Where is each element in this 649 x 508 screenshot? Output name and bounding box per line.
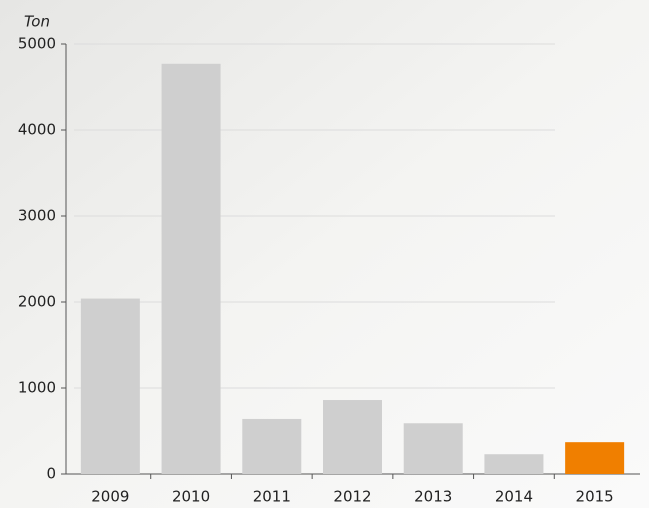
bar [565,442,625,474]
y-tick-label: 5000 [18,35,56,53]
x-tick-label: 2013 [414,488,452,506]
bar [323,400,382,474]
x-tick-label: 2014 [495,488,533,506]
x-tick-label: 2009 [91,488,129,506]
x-tick-label: 2015 [576,488,614,506]
y-tick-label: 4000 [18,121,56,139]
bar [161,63,221,474]
y-tick-label: 0 [46,465,56,483]
x-tick-label: 2010 [172,488,210,506]
y-tick-label: 2000 [18,293,56,311]
bar [242,418,302,474]
y-tick-label: 1000 [18,379,56,397]
y-tick-label: 3000 [18,207,56,225]
bar [484,454,544,474]
y-axis-label: Ton [24,13,50,31]
bar [80,298,140,474]
x-tick-label: 2012 [333,488,371,506]
x-tick-label: 2011 [253,488,291,506]
bar [403,423,463,474]
